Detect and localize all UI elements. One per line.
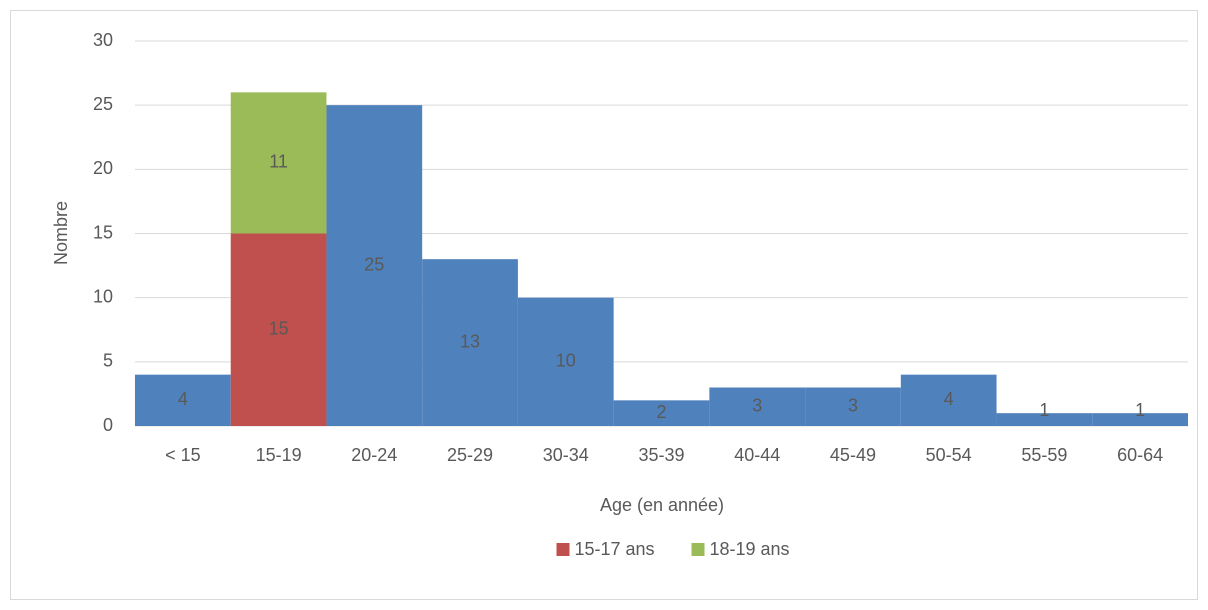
y-tick-label: 15 xyxy=(93,222,113,242)
bar xyxy=(326,105,423,427)
x-tick-label: 20-24 xyxy=(351,445,397,465)
x-tick-label: 40-44 xyxy=(734,445,780,465)
x-tick-label: < 15 xyxy=(165,445,201,465)
data-label: 3 xyxy=(848,396,858,416)
y-tick-label: 20 xyxy=(93,158,113,178)
data-label: 11 xyxy=(269,152,288,172)
bar xyxy=(230,92,327,234)
data-label: 4 xyxy=(944,389,954,409)
legend-label: 15-17 ans xyxy=(575,539,655,559)
x-tick-label: 35-39 xyxy=(638,445,684,465)
legend-swatch xyxy=(691,543,705,556)
data-label: 1 xyxy=(1135,400,1145,420)
y-tick-label: 30 xyxy=(93,30,113,50)
data-label: 2 xyxy=(656,402,666,422)
y-tick-label: 5 xyxy=(103,351,113,371)
bar xyxy=(613,400,710,426)
x-tick-label: 55-59 xyxy=(1021,445,1067,465)
data-label: 25 xyxy=(364,254,384,274)
data-label: 15 xyxy=(269,319,289,339)
x-tick-label: 60-64 xyxy=(1117,445,1163,465)
bar xyxy=(422,259,518,426)
bar xyxy=(996,413,1093,426)
bar xyxy=(517,297,614,426)
data-label: 3 xyxy=(752,396,762,416)
x-tick-label: 25-29 xyxy=(447,445,493,465)
legend-swatch xyxy=(556,543,570,556)
y-tick-label: 25 xyxy=(93,94,113,114)
x-tick-label: 50-54 xyxy=(926,445,972,465)
data-label: 4 xyxy=(178,389,188,409)
y-axis-title: Nombre xyxy=(51,201,71,265)
data-label: 1 xyxy=(1039,400,1049,420)
bar xyxy=(1092,413,1188,426)
x-tick-label: 45-49 xyxy=(830,445,876,465)
data-label: 13 xyxy=(460,331,480,351)
data-label: 10 xyxy=(556,351,576,371)
bar xyxy=(230,233,327,426)
y-tick-label: 10 xyxy=(93,286,113,306)
y-tick-label: 0 xyxy=(103,415,113,435)
bar xyxy=(709,387,806,426)
bar xyxy=(900,374,997,426)
bar xyxy=(805,387,901,426)
x-axis-title: Age (en année) xyxy=(600,495,724,515)
x-tick-label: 30-34 xyxy=(543,445,589,465)
x-tick-label: 15-19 xyxy=(256,445,302,465)
legend-label: 18-19 ans xyxy=(710,539,790,559)
bar xyxy=(135,374,231,426)
